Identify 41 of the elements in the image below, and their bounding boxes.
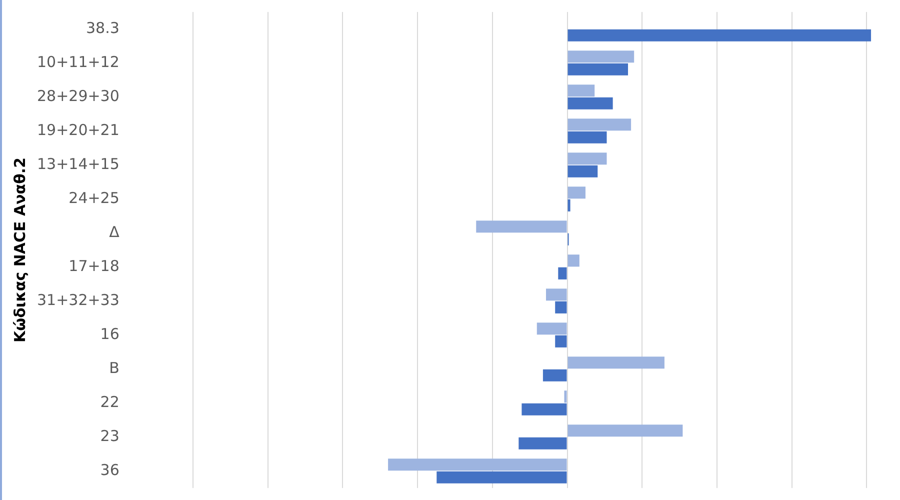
bar	[436, 471, 567, 484]
y-tick-label: 22	[100, 392, 120, 411]
y-tick-label: 38.3	[86, 18, 120, 37]
y-tick-label: B	[109, 358, 120, 377]
bar	[388, 458, 567, 471]
bar	[568, 29, 872, 42]
y-tick-label: 17+18	[68, 256, 120, 275]
bar	[568, 63, 628, 76]
bar	[536, 322, 567, 335]
bar	[568, 84, 595, 97]
bar	[522, 403, 567, 416]
bar	[568, 186, 586, 199]
bar	[558, 267, 567, 280]
y-tick-label: 23	[100, 426, 120, 445]
bar	[564, 390, 567, 403]
bar	[568, 356, 664, 369]
y-axis-title: Κώδικας NACE Αναθ.2	[10, 157, 29, 343]
bar	[568, 118, 632, 131]
bar	[568, 199, 570, 212]
bar	[555, 335, 567, 348]
y-tick-label: 16	[100, 324, 120, 343]
y-tick-label: 10+11+12	[36, 52, 120, 71]
bar	[568, 254, 580, 267]
y-tick-label: 36	[100, 460, 120, 479]
bar	[555, 301, 567, 314]
bar	[518, 437, 567, 450]
bar	[542, 369, 567, 382]
bar	[568, 424, 683, 437]
bar	[546, 288, 567, 301]
y-tick-label: 31+32+33	[36, 290, 120, 309]
bar	[568, 152, 607, 165]
bar	[568, 97, 613, 110]
y-tick-label: 28+29+30	[36, 86, 120, 105]
y-tick-label: 24+25	[68, 188, 120, 207]
bar	[568, 131, 607, 144]
bar	[568, 165, 598, 178]
y-tick-label: 13+14+15	[36, 154, 120, 173]
y-tick-label: Δ	[109, 222, 120, 241]
y-tick-label: 19+20+21	[36, 120, 120, 139]
bar	[568, 50, 634, 63]
bar	[476, 220, 567, 233]
